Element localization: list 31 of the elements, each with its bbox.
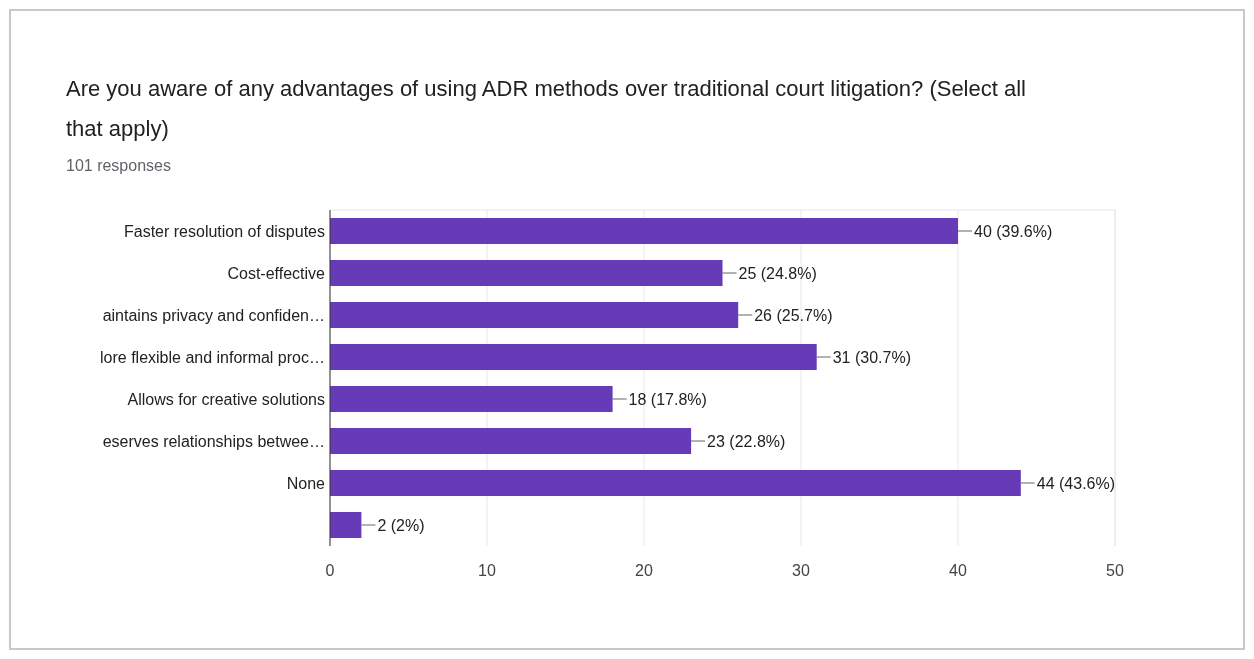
data-label: 44 (43.6%) [1036, 475, 1116, 492]
data-label: 40 (39.6%) [974, 223, 1053, 240]
bar [330, 385, 613, 413]
y-tick-label: None [286, 475, 326, 492]
chart-title: Are you aware of any advantages of using ADR methods over traditional court litigation? (Select all that apply) [66, 76, 1026, 141]
data-label: 26 (25.7%) [754, 307, 833, 324]
y-tick-label: lore flexible and informal proc… [100, 349, 325, 366]
data-label: 23 (22.8%) [707, 433, 786, 450]
bar [330, 469, 1021, 497]
x-tick-label: 10 [478, 562, 496, 579]
y-tick-label: eserves relationships betwee… [102, 433, 325, 450]
x-tick-label: 50 [1106, 562, 1124, 579]
data-label: 2 (2%) [377, 517, 425, 534]
bar [330, 259, 723, 287]
data-label: 31 (30.7%) [832, 349, 911, 366]
x-tick-label: 30 [792, 562, 810, 579]
bar [330, 301, 739, 329]
bar [330, 427, 692, 455]
bar [330, 511, 362, 539]
data-label: 25 (24.8%) [738, 265, 817, 282]
y-tick-label: Cost-effective [227, 265, 326, 282]
bar [330, 343, 817, 371]
text: 101 responses [66, 157, 171, 174]
y-tick-label: Allows for creative solutions [127, 391, 325, 408]
data-label: 18 (17.8%) [628, 391, 707, 408]
y-tick-label: aintains privacy and confiden… [102, 307, 325, 324]
x-tick-label: 0 [325, 562, 335, 579]
x-tick-label: 20 [635, 562, 653, 579]
y-tick-label: Faster resolution of disputes [124, 223, 325, 240]
bar [330, 217, 958, 245]
x-tick-label: 40 [949, 562, 967, 579]
